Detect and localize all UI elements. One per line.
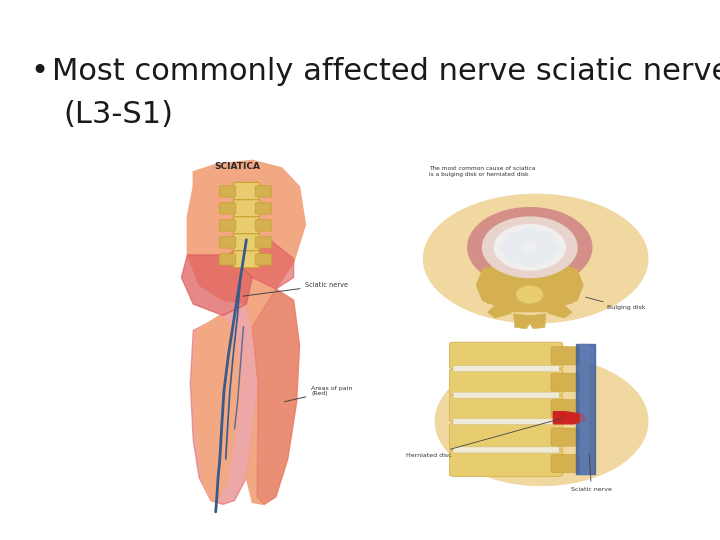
Polygon shape <box>487 303 512 318</box>
Polygon shape <box>513 314 535 329</box>
Circle shape <box>468 207 592 287</box>
Polygon shape <box>477 259 583 312</box>
Polygon shape <box>554 411 586 424</box>
FancyBboxPatch shape <box>551 455 580 472</box>
FancyBboxPatch shape <box>256 254 271 265</box>
FancyBboxPatch shape <box>219 237 235 248</box>
FancyBboxPatch shape <box>453 392 559 398</box>
FancyBboxPatch shape <box>219 220 235 231</box>
Polygon shape <box>485 291 505 304</box>
Circle shape <box>538 240 559 254</box>
FancyBboxPatch shape <box>551 373 580 392</box>
Circle shape <box>533 249 554 262</box>
FancyBboxPatch shape <box>551 400 580 418</box>
FancyBboxPatch shape <box>453 447 559 453</box>
FancyBboxPatch shape <box>219 202 235 214</box>
Polygon shape <box>252 289 300 504</box>
Circle shape <box>519 253 541 266</box>
Polygon shape <box>181 255 252 315</box>
FancyBboxPatch shape <box>233 199 259 217</box>
Text: Most commonly affected nerve sciatic nerve: Most commonly affected nerve sciatic ner… <box>52 57 720 86</box>
Polygon shape <box>580 345 588 474</box>
Polygon shape <box>187 160 305 304</box>
Polygon shape <box>548 303 572 318</box>
Ellipse shape <box>436 357 648 485</box>
FancyBboxPatch shape <box>256 237 271 248</box>
Circle shape <box>505 249 527 262</box>
FancyBboxPatch shape <box>449 450 563 476</box>
FancyBboxPatch shape <box>256 220 271 231</box>
FancyBboxPatch shape <box>233 183 259 200</box>
Text: Bulging disk: Bulging disk <box>585 297 645 310</box>
Text: Herniated disc: Herniated disc <box>406 418 562 458</box>
Text: Sciatic nerve: Sciatic nerve <box>243 282 348 296</box>
Circle shape <box>505 232 527 246</box>
Circle shape <box>482 217 577 278</box>
Text: SCIATICA: SCIATICA <box>214 162 260 171</box>
FancyBboxPatch shape <box>449 369 563 395</box>
Text: The most common cause of sciatica
is a bulging disk or herniated disk: The most common cause of sciatica is a b… <box>429 166 536 177</box>
Polygon shape <box>229 240 294 289</box>
FancyBboxPatch shape <box>256 202 271 214</box>
Polygon shape <box>192 315 240 501</box>
Ellipse shape <box>423 194 648 323</box>
FancyBboxPatch shape <box>233 251 259 268</box>
Text: Areas of pain
(Red): Areas of pain (Red) <box>284 386 353 402</box>
FancyBboxPatch shape <box>551 347 580 365</box>
Text: (L3-S1): (L3-S1) <box>63 100 174 129</box>
Circle shape <box>500 240 521 254</box>
Circle shape <box>533 232 554 246</box>
Circle shape <box>495 225 565 270</box>
FancyBboxPatch shape <box>449 342 563 369</box>
FancyBboxPatch shape <box>449 423 563 450</box>
FancyBboxPatch shape <box>551 428 580 446</box>
Text: •: • <box>30 57 48 86</box>
FancyBboxPatch shape <box>256 186 271 197</box>
Polygon shape <box>190 304 258 504</box>
FancyBboxPatch shape <box>453 366 559 372</box>
FancyBboxPatch shape <box>219 186 235 197</box>
Polygon shape <box>246 289 300 504</box>
FancyBboxPatch shape <box>233 217 259 234</box>
FancyBboxPatch shape <box>233 233 259 251</box>
FancyBboxPatch shape <box>449 395 563 422</box>
Polygon shape <box>525 314 546 329</box>
Text: Sciatic nerve: Sciatic nerve <box>571 454 612 492</box>
Circle shape <box>517 286 543 303</box>
Polygon shape <box>554 291 575 304</box>
FancyBboxPatch shape <box>219 254 235 265</box>
Polygon shape <box>576 345 595 474</box>
Circle shape <box>519 228 541 242</box>
FancyBboxPatch shape <box>453 418 559 424</box>
